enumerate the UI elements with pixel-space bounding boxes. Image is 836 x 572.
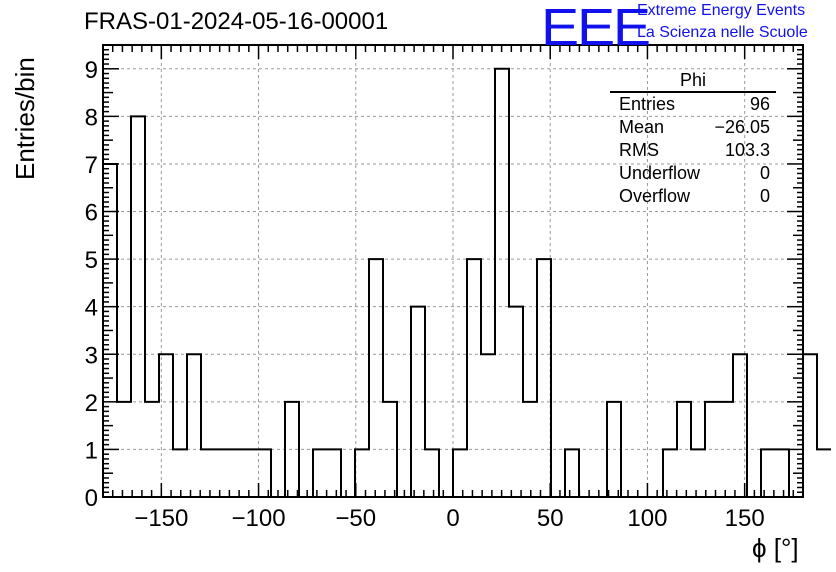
stats-title: Phi [610, 70, 776, 93]
histogram-bin [523, 402, 537, 497]
histogram-bin [173, 449, 187, 497]
x-tick-label: 50 [537, 505, 564, 532]
logo-line-1: Extreme Energy Events [637, 2, 806, 19]
histogram-bin [775, 449, 789, 497]
stats-label: Underflow [619, 163, 701, 183]
stats-row-underflow: Underflow 0 [610, 162, 776, 185]
histogram-bin [159, 354, 173, 497]
x-tick-label: 150 [725, 505, 765, 532]
y-tick-label: 6 [85, 200, 98, 227]
histogram-bin [201, 449, 215, 497]
y-tick-label: 1 [85, 437, 98, 464]
y-tick-label: 7 [85, 152, 98, 179]
histogram-bin [313, 449, 327, 497]
histogram-bin [453, 449, 467, 497]
histogram-bin [285, 402, 299, 497]
stats-row-mean: Mean −26.05 [610, 116, 776, 139]
stats-box: Phi Entries 96 Mean −26.05 RMS 103.3 Und… [610, 70, 776, 208]
y-tick-label: 2 [85, 390, 98, 417]
histogram-bin [411, 307, 425, 497]
x-tick-label: −50 [335, 505, 376, 532]
logo-line-2: La Scienza nelle Scuole [637, 24, 808, 41]
stats-value: 0 [759, 186, 770, 206]
histogram-bin [705, 402, 719, 497]
stats-row-overflow: Overflow 0 [610, 185, 776, 208]
histogram-bin [691, 449, 705, 497]
stats-label: Entries [619, 94, 676, 114]
stats-value: 0 [759, 163, 770, 183]
histogram-bin [719, 402, 733, 497]
histogram-bin [817, 449, 831, 497]
histogram-bin [425, 449, 439, 497]
histogram-outline [103, 67, 831, 498]
y-tick-label: 4 [85, 295, 98, 322]
histogram-bin [733, 354, 747, 497]
histogram-bin [677, 402, 691, 497]
stats-value: −26.05 [714, 117, 770, 137]
histogram-bin [495, 69, 509, 497]
x-tick-label: −100 [232, 505, 286, 532]
histogram-bin [509, 307, 523, 497]
histogram-bin [467, 259, 481, 497]
histogram-bin [215, 449, 229, 497]
stats-label: Overflow [619, 186, 691, 206]
histogram-bin [537, 259, 551, 497]
x-tick-label: 0 [446, 505, 459, 532]
x-tick-label: −150 [134, 505, 188, 532]
histogram-bin [369, 259, 383, 497]
histogram-bin [243, 449, 257, 497]
histogram-bin [565, 449, 579, 497]
histogram-bin [229, 449, 243, 497]
histogram-bin [145, 402, 159, 497]
histogram-bin [481, 354, 495, 497]
stats-row-entries: Entries 96 [610, 93, 776, 116]
y-tick-label: 0 [85, 485, 98, 512]
stats-value: 103.3 [724, 140, 770, 160]
histogram-bin [327, 449, 341, 497]
stats-value: 96 [749, 94, 770, 114]
histogram-bin [383, 402, 397, 497]
histogram-bin [607, 402, 621, 497]
histogram-bin [803, 354, 817, 497]
y-tick-label: 8 [85, 104, 98, 131]
histogram-bin [663, 449, 677, 497]
stats-label: Mean [619, 117, 665, 137]
y-tick-label: 3 [85, 342, 98, 369]
histogram-bin [355, 449, 369, 497]
y-tick-label: 9 [85, 57, 98, 84]
histogram-bin [187, 354, 201, 497]
eee-logo-mark: EEE [541, 0, 651, 57]
y-tick-label: 5 [85, 247, 98, 274]
stats-row-rms: RMS 103.3 [610, 139, 776, 162]
histogram-bin [761, 449, 775, 497]
x-tick-label: 100 [627, 505, 667, 532]
y-axis-label: Entries/bin [10, 57, 40, 180]
chart-title: FRAS-01-2024-05-16-00001 [84, 8, 389, 35]
histogram-bin [117, 402, 131, 497]
stats-label: RMS [619, 140, 659, 160]
x-axis-label: ϕ [°] [752, 533, 799, 563]
histogram-bin [131, 116, 145, 497]
